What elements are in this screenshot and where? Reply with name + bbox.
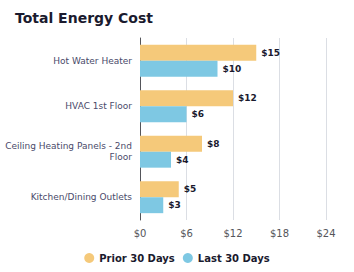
svg-text:Hot Water Heater: Hot Water Heater [53, 56, 132, 66]
svg-text:$15: $15 [261, 48, 280, 58]
svg-text:$6: $6 [192, 109, 205, 119]
svg-text:$12: $12 [223, 228, 242, 239]
svg-text:$6: $6 [180, 228, 193, 239]
svg-text:HVAC 1st Floor: HVAC 1st Floor [65, 101, 132, 111]
svg-text:$3: $3 [168, 200, 181, 210]
svg-text:Total Energy Cost: Total Energy Cost [15, 10, 153, 26]
svg-text:$5: $5 [184, 184, 197, 194]
svg-text:Last 30 Days: Last 30 Days [198, 253, 270, 264]
svg-text:Ceiling Heating Panels - 2nd: Ceiling Heating Panels - 2nd [5, 141, 132, 151]
svg-text:$8: $8 [207, 139, 220, 149]
svg-text:$18: $18 [270, 228, 289, 239]
svg-text:$12: $12 [238, 93, 257, 103]
svg-text:$4: $4 [176, 155, 189, 165]
svg-text:Kitchen/Dining Outlets: Kitchen/Dining Outlets [31, 192, 133, 202]
svg-text:$10: $10 [223, 64, 242, 74]
svg-text:$24: $24 [316, 228, 335, 239]
svg-text:Prior 30 Days: Prior 30 Days [99, 253, 175, 264]
svg-text:Floor: Floor [110, 152, 133, 162]
svg-text:$0: $0 [134, 228, 147, 239]
